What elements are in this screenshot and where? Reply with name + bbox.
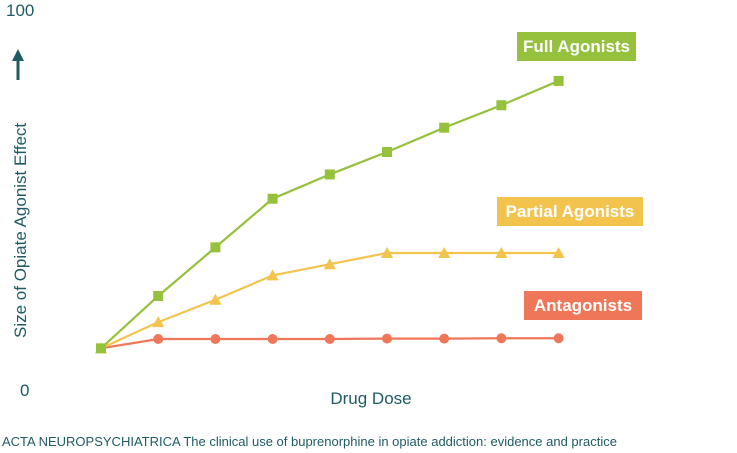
partial-agonists-point-8 bbox=[495, 246, 508, 258]
y-tick-bottom: 0 bbox=[20, 381, 29, 400]
partial-agonists-point-9 bbox=[552, 246, 565, 258]
full-agonists-point-3 bbox=[210, 242, 221, 253]
legend-partial-agonists-label: Partial Agonists bbox=[506, 202, 635, 221]
caption-journal: ACTA NEUROPSYCHIATRICA bbox=[2, 434, 180, 449]
full-agonists-point-9 bbox=[553, 75, 564, 86]
partial-agonists-point-2 bbox=[152, 316, 165, 328]
legend-layer: Full Agonists Partial Agonists Antagonists bbox=[497, 32, 643, 320]
full-agonists-point-4 bbox=[267, 193, 278, 204]
antagonists-point-5 bbox=[324, 333, 335, 344]
full-agonists-point-8 bbox=[496, 100, 507, 111]
full-agonists-point-1 bbox=[96, 343, 106, 354]
legend-full-agonists-box bbox=[517, 32, 636, 61]
legend-antagonists-label: Antagonists bbox=[534, 296, 632, 315]
caption-text: The clinical use of buprenorphine in opi… bbox=[183, 434, 617, 449]
antagonists-point-8 bbox=[496, 333, 507, 344]
partial-agonists-point-3 bbox=[209, 293, 222, 305]
antagonists-point-6 bbox=[382, 333, 392, 344]
full-agonists-point-2 bbox=[153, 290, 164, 301]
antagonists-point-7 bbox=[439, 333, 450, 344]
partial-agonists-point-7 bbox=[438, 246, 451, 258]
figure-caption: ACTA NEUROPSYCHIATRICA The clinical use … bbox=[2, 434, 617, 449]
legend-antagonists-box bbox=[524, 291, 642, 320]
antagonists-point-9 bbox=[553, 333, 564, 344]
legend-partial-agonists-box bbox=[497, 197, 643, 226]
antagonists-point-4 bbox=[267, 333, 278, 344]
antagonists-point-3 bbox=[210, 333, 221, 344]
legend-partial-agonists: Partial Agonists bbox=[497, 197, 643, 226]
x-axis-label: Drug Dose bbox=[330, 389, 411, 408]
partial-agonists-point-5 bbox=[323, 258, 336, 270]
full-agonists-point-6 bbox=[382, 146, 392, 157]
legend-full-agonists: Full Agonists bbox=[517, 32, 636, 61]
full-agonists-point-7 bbox=[439, 122, 450, 133]
legend-full-agonists-label: Full Agonists bbox=[523, 37, 630, 56]
partial-agonists-point-6 bbox=[381, 246, 393, 258]
series-layer bbox=[95, 75, 565, 354]
legend-antagonists: Antagonists bbox=[524, 291, 642, 320]
y-axis-label: Size of Opiate Agonist Effect bbox=[11, 123, 30, 338]
partial-agonists-point-4 bbox=[266, 269, 279, 281]
y-tick-top: 100 bbox=[6, 1, 34, 20]
full-agonists-point-5 bbox=[324, 169, 335, 180]
full-agonists-line bbox=[100, 79, 560, 350]
antagonists-point-2 bbox=[153, 333, 164, 344]
